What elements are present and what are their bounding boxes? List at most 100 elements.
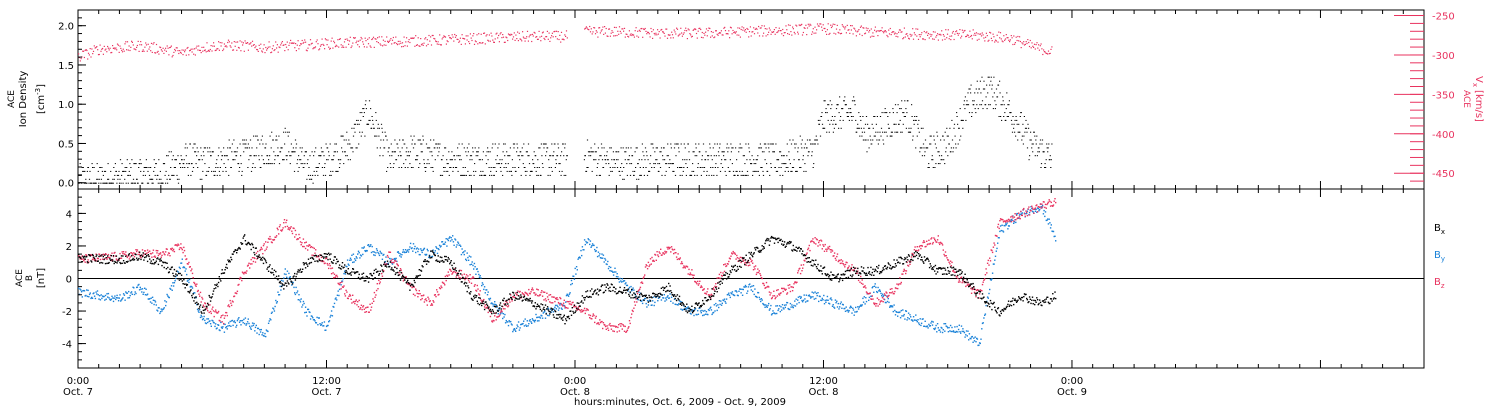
ace-vx-point bbox=[210, 45, 212, 47]
ace-ion-density-point bbox=[946, 127, 948, 129]
ace-ion-density-point bbox=[899, 119, 901, 121]
ace-ion-density-point bbox=[724, 170, 726, 172]
ace-ion-density-point bbox=[753, 163, 755, 165]
by-point bbox=[610, 266, 612, 269]
ace-vx-point bbox=[314, 46, 317, 48]
bz-point bbox=[134, 252, 136, 255]
ace-ion-density-point bbox=[158, 159, 160, 161]
ace-ion-density-point bbox=[421, 143, 423, 145]
ace-ion-density-point bbox=[539, 147, 541, 149]
ace-ion-density-point bbox=[666, 163, 668, 165]
by-point bbox=[504, 322, 507, 324]
ace-ion-density-point bbox=[126, 159, 128, 161]
bz-point bbox=[212, 306, 214, 308]
ace-ion-density-point bbox=[519, 159, 521, 161]
by-point bbox=[417, 250, 419, 253]
ace-vx-point bbox=[738, 34, 740, 36]
ace-vx-point bbox=[397, 40, 399, 42]
bz-point bbox=[241, 279, 243, 282]
bz-point bbox=[233, 295, 236, 297]
ace-ion-density-point bbox=[806, 139, 809, 141]
by-point bbox=[378, 252, 380, 255]
by-point bbox=[694, 308, 696, 311]
by-point bbox=[325, 325, 328, 328]
by-point bbox=[129, 294, 131, 297]
ace-ion-density-point bbox=[204, 163, 206, 165]
ace-vx-point bbox=[830, 24, 832, 26]
ace-vx-point bbox=[507, 33, 510, 35]
ace-ion-density-point bbox=[430, 167, 432, 168]
ace-vx-point bbox=[335, 44, 337, 46]
by-point bbox=[988, 292, 990, 295]
by-point bbox=[465, 259, 468, 262]
bz-point bbox=[364, 311, 366, 313]
ace-ion-density-point bbox=[990, 80, 992, 82]
ace-ion-density-point bbox=[184, 147, 186, 149]
by-point bbox=[890, 306, 892, 308]
by-point bbox=[375, 248, 378, 250]
ace-vx-point bbox=[431, 34, 433, 37]
by-point bbox=[1040, 206, 1042, 208]
ace-ion-density-point bbox=[780, 151, 782, 153]
ace-vx-point bbox=[1042, 53, 1044, 56]
ace-vx-point bbox=[949, 35, 951, 37]
by-point bbox=[104, 299, 106, 301]
bz-point bbox=[377, 288, 379, 290]
ace-ion-density-point bbox=[692, 163, 694, 165]
ace-vx-point bbox=[1038, 49, 1040, 51]
ace-vx-point bbox=[608, 28, 610, 30]
ace-ion-density-point bbox=[454, 159, 456, 161]
bz-point bbox=[143, 253, 145, 255]
by-point bbox=[784, 306, 786, 309]
by-point bbox=[584, 243, 586, 246]
by-point bbox=[817, 292, 819, 294]
ace-vx-point bbox=[744, 30, 746, 32]
ace-vx-point bbox=[982, 34, 984, 36]
bz-point bbox=[123, 253, 126, 255]
bz-point bbox=[85, 254, 87, 256]
by-point bbox=[1015, 221, 1017, 224]
bz-point bbox=[137, 253, 139, 256]
by-point bbox=[807, 295, 810, 297]
bz-point bbox=[294, 236, 296, 238]
ace-ion-density-point bbox=[850, 112, 852, 114]
bz-point bbox=[288, 227, 290, 229]
ace-ion-density-point bbox=[336, 151, 338, 153]
ace-ion-density-point bbox=[964, 108, 966, 110]
ace-vx-point bbox=[536, 38, 539, 40]
by-point bbox=[557, 305, 559, 308]
bz-point bbox=[154, 256, 157, 258]
ace-ion-density-point bbox=[143, 167, 145, 168]
ace-ion-density-point bbox=[299, 159, 301, 161]
by-point bbox=[491, 303, 494, 305]
ace-vx-point bbox=[118, 51, 120, 53]
ace-vx-point bbox=[293, 42, 295, 44]
ace-vx-point bbox=[887, 36, 889, 38]
ace-vx-point bbox=[492, 39, 494, 41]
ace-ion-density-point bbox=[692, 151, 694, 153]
bz-point bbox=[162, 251, 165, 253]
ace-ion-density-point bbox=[260, 139, 262, 141]
ace-vx-point bbox=[107, 45, 109, 48]
by-point bbox=[233, 321, 235, 323]
by-point bbox=[126, 292, 128, 294]
by-point bbox=[171, 289, 173, 291]
ace-ion-density-point bbox=[658, 170, 660, 172]
by-point bbox=[377, 251, 379, 254]
ace-vx-point bbox=[783, 32, 785, 34]
by-point bbox=[809, 295, 811, 298]
by-point bbox=[749, 283, 751, 285]
ace-vx-point bbox=[987, 40, 989, 42]
ace-ion-density-point bbox=[1041, 143, 1043, 145]
by-point bbox=[943, 323, 945, 325]
bz-point bbox=[454, 268, 456, 270]
by-point bbox=[479, 275, 481, 277]
ace-ion-density-point bbox=[864, 123, 867, 125]
by-point bbox=[416, 247, 418, 249]
by-point bbox=[510, 320, 512, 323]
by-point bbox=[889, 305, 892, 307]
ace-vx-point bbox=[354, 37, 356, 39]
by-point bbox=[705, 311, 708, 313]
bz-point bbox=[372, 298, 374, 300]
bz-point bbox=[254, 261, 257, 263]
